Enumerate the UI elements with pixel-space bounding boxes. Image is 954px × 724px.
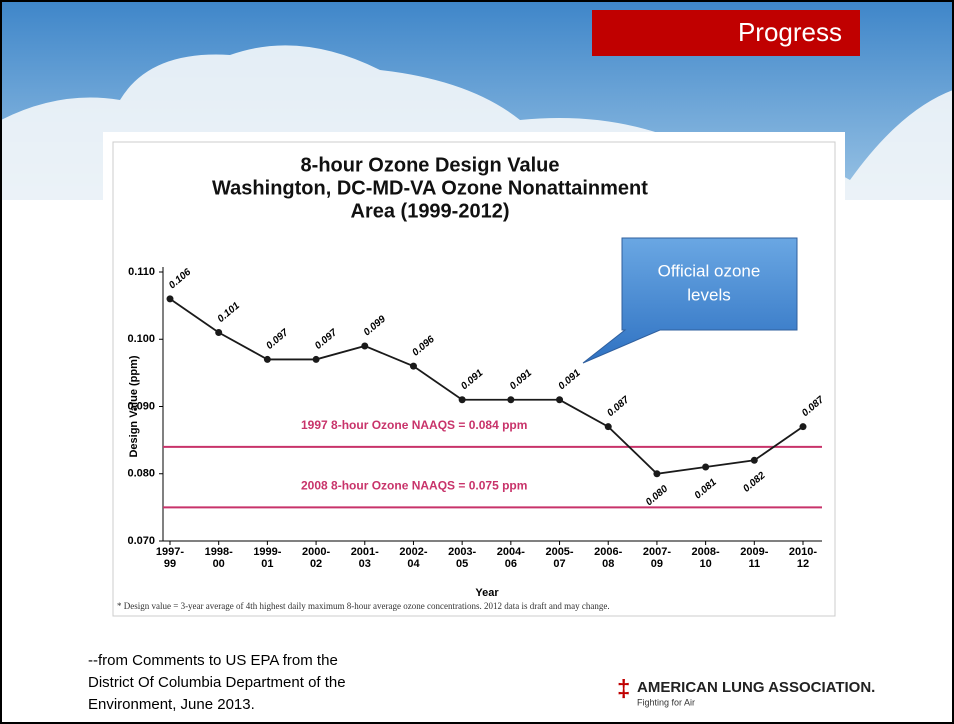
data-line	[169, 298, 804, 475]
banner	[592, 10, 860, 56]
logo-tagline: Fighting for Air	[637, 697, 695, 707]
data-point	[799, 423, 807, 431]
y-tick-label: 0.090	[127, 400, 155, 412]
svg-text:08: 08	[602, 558, 614, 570]
svg-text:05: 05	[456, 558, 468, 570]
svg-text:2005-: 2005-	[545, 546, 573, 558]
logo: AMERICAN LUNG ASSOCIATION.	[637, 679, 875, 696]
data-point	[653, 470, 661, 478]
source-text: --from Comments to US EPA from the Distri…	[88, 652, 346, 713]
x-tick-label: 2001-03	[351, 546, 379, 570]
data-point	[702, 463, 710, 471]
svg-text:03: 03	[359, 558, 371, 570]
svg-text:8-hour Ozone Design Value: 8-hour Ozone Design Value	[301, 154, 560, 176]
data-point	[458, 396, 466, 404]
svg-text:2004-: 2004-	[497, 546, 525, 558]
x-tick-label: 2010-12	[789, 546, 817, 570]
svg-text:2000-: 2000-	[302, 546, 330, 558]
data-point	[507, 396, 515, 404]
callout	[582, 237, 798, 364]
svg-text:12: 12	[797, 558, 809, 570]
x-tick-label: 2002-04	[399, 546, 427, 570]
data-point	[312, 355, 320, 363]
data-point	[604, 423, 612, 431]
x-tick-label: 1997-99	[156, 546, 184, 570]
x-tick-label: 2007-09	[643, 546, 671, 570]
svg-text:Area (1999-2012): Area (1999-2012)	[351, 200, 510, 222]
svg-text:2002-: 2002-	[399, 546, 427, 558]
x-tick-label: 2008-10	[692, 546, 720, 570]
reference-label: 2008 8-hour Ozone NAAQS = 0.075 ppm	[301, 479, 527, 493]
svg-text:2007-: 2007-	[643, 546, 671, 558]
svg-text:09: 09	[651, 558, 663, 570]
svg-text:11: 11	[748, 558, 760, 570]
svg-text:07: 07	[553, 558, 565, 570]
reference-label: 1997 8-hour Ozone NAAQS = 0.084 ppm	[301, 418, 527, 432]
x-tick-label: 1998-00	[205, 546, 233, 570]
data-point	[750, 456, 758, 464]
svg-text:02: 02	[310, 558, 322, 570]
data-point	[361, 342, 369, 350]
svg-text:04: 04	[407, 558, 420, 570]
svg-text:1998-: 1998-	[205, 546, 233, 558]
svg-text:Environment, June 2013.: Environment, June 2013.	[88, 696, 255, 713]
x-tick-label: 1999-01	[253, 546, 281, 570]
svg-text:06: 06	[505, 558, 517, 570]
svg-text:10: 10	[699, 558, 711, 570]
svg-text:2001-: 2001-	[351, 546, 379, 558]
x-tick-label: 2004-06	[497, 546, 525, 570]
footnote: * Design value = 3-year average of 4th h…	[117, 601, 610, 611]
svg-text:99: 99	[164, 558, 176, 570]
svg-text:1997-: 1997-	[156, 546, 184, 558]
y-tick-label: 0.070	[127, 535, 155, 547]
data-point	[263, 355, 271, 363]
chart-frame	[112, 141, 836, 617]
x-tick-label: 2003-05	[448, 546, 476, 570]
logo-icon: ‡	[617, 675, 630, 702]
x-tick-label: 2009-11	[740, 546, 768, 570]
svg-text:2008-: 2008-	[692, 546, 720, 558]
svg-text:00: 00	[213, 558, 225, 570]
svg-text:Official ozone: Official ozone	[658, 261, 761, 280]
svg-text:2006-: 2006-	[594, 546, 622, 558]
svg-text:2010-: 2010-	[789, 546, 817, 558]
x-tick-label: 2005-07	[545, 546, 573, 570]
chart-panel	[103, 132, 845, 620]
callout-text: Official ozone levels	[658, 261, 761, 304]
data-point	[556, 396, 564, 404]
banner-text: Progress	[738, 17, 842, 47]
y-tick-label: 0.100	[127, 333, 155, 345]
y-tick-label: 0.110	[128, 266, 155, 278]
x-tick-label: 2006-08	[594, 546, 622, 570]
data-point	[166, 295, 174, 303]
x-tick-label: 2000-02	[302, 546, 330, 570]
x-axis-label: Year	[475, 587, 499, 599]
svg-text:1999-: 1999-	[253, 546, 281, 558]
data-point	[215, 329, 223, 337]
svg-text:Washington, DC-MD-VA Ozone Non: Washington, DC-MD-VA Ozone Nonattainment	[212, 177, 648, 199]
svg-text:levels: levels	[687, 285, 730, 304]
svg-text:District Of Columbia Departmen: District Of Columbia Department of the	[88, 674, 346, 691]
svg-text:01: 01	[261, 558, 273, 570]
svg-text:--from Comments to US EPA from: --from Comments to US EPA from the	[88, 652, 338, 669]
svg-text:2003-: 2003-	[448, 546, 476, 558]
svg-text:2009-: 2009-	[740, 546, 768, 558]
data-point	[409, 362, 417, 370]
y-tick-label: 0.080	[127, 468, 155, 480]
y-axis-label: Design Value (ppm)	[128, 355, 140, 457]
